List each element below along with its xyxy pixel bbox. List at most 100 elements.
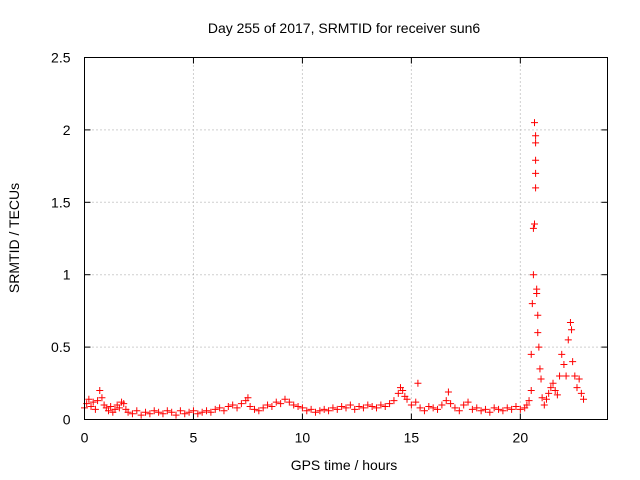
data-point: [163, 407, 171, 415]
data-point: [89, 398, 97, 406]
data-point: [549, 379, 557, 387]
data-point: [532, 139, 540, 147]
data-point: [207, 408, 215, 416]
data-point: [573, 384, 581, 392]
data-point: [571, 372, 579, 380]
data-point: [442, 397, 450, 405]
data-point: [211, 405, 219, 413]
data-point: [444, 388, 452, 396]
data-point: [527, 350, 535, 358]
data-point: [566, 318, 574, 326]
data-point: [250, 405, 258, 413]
x-tick-labels: 0 5 10 15 20: [81, 430, 529, 446]
data-point: [468, 405, 476, 413]
data-point: [303, 407, 311, 415]
data-point: [532, 132, 540, 140]
data-point: [111, 405, 119, 413]
data-point: [553, 391, 561, 399]
data-point: [580, 395, 588, 403]
data-point: [477, 407, 485, 415]
x-tick-label: 20: [513, 430, 529, 446]
data-point: [530, 220, 538, 228]
data-point: [412, 398, 420, 406]
data-point: [386, 400, 394, 408]
data-point: [533, 290, 541, 298]
data-point: [429, 404, 437, 412]
data-point: [172, 411, 180, 419]
data-point: [229, 401, 237, 409]
data-point: [438, 401, 446, 409]
data-point: [532, 156, 540, 164]
data-point: [176, 407, 184, 415]
data-point: [486, 408, 494, 416]
data-point: [368, 402, 376, 410]
data-point: [499, 407, 507, 415]
data-point: [451, 404, 459, 412]
data-point: [194, 410, 202, 418]
data-point: [381, 402, 389, 410]
data-point: [416, 404, 424, 412]
data-point: [407, 401, 415, 409]
data-point: [508, 405, 516, 413]
data-point: [537, 375, 545, 383]
y-axis-label: SRMTID / TECUs: [6, 183, 22, 293]
y-tick-label: 0: [63, 412, 71, 428]
x-tick-label: 15: [404, 430, 420, 446]
data-point: [294, 402, 302, 410]
data-point: [399, 387, 407, 395]
data-point: [535, 343, 543, 351]
data-point: [94, 397, 102, 405]
data-point: [185, 408, 193, 416]
x-tick-label: 5: [190, 430, 198, 446]
data-point: [569, 358, 577, 366]
data-point: [85, 395, 93, 403]
data-point: [540, 401, 548, 409]
x-tick-label: 10: [295, 430, 311, 446]
data-point: [142, 408, 150, 416]
data-point: [464, 398, 472, 406]
data-point: [434, 405, 442, 413]
y-tick-label: 1.5: [51, 194, 71, 210]
data-point: [346, 401, 354, 409]
data-point: [146, 410, 154, 418]
data-point: [259, 404, 267, 412]
data-point: [220, 407, 228, 415]
x-tick-label: 0: [81, 430, 89, 446]
data-point: [403, 395, 411, 403]
data-point: [503, 404, 511, 412]
y-tick-labels: 0 0.5 1 1.5 2 2.5: [51, 50, 71, 428]
data-point: [281, 395, 289, 403]
data-point: [104, 407, 112, 415]
data-point: [320, 405, 328, 413]
data-point: [532, 184, 540, 192]
data-point: [333, 405, 341, 413]
data-point: [98, 394, 106, 402]
data-point: [290, 401, 298, 409]
data-point: [325, 407, 333, 415]
data-point: [128, 410, 136, 418]
data-point: [216, 404, 224, 412]
data-point: [495, 405, 503, 413]
data-point: [244, 394, 252, 402]
data-point: [523, 401, 531, 409]
data-point: [575, 375, 583, 383]
data-point: [455, 407, 463, 415]
data-point: [189, 407, 197, 415]
data-point: [556, 372, 564, 380]
data-point: [528, 300, 536, 308]
data-point: [538, 394, 546, 402]
data-point: [91, 405, 99, 413]
data-point: [359, 404, 367, 412]
data-point: [364, 401, 372, 409]
plot-frame: [84, 57, 608, 420]
data-point: [536, 365, 544, 373]
data-point: [338, 402, 346, 410]
data-point: [237, 400, 245, 408]
data-point: [181, 410, 189, 418]
data-point: [560, 360, 568, 368]
x-axis-label: GPS time / hours: [291, 457, 398, 473]
y-tick-label: 1: [63, 267, 71, 283]
data-point: [529, 271, 537, 279]
data-point: [562, 372, 570, 380]
data-point: [355, 402, 363, 410]
